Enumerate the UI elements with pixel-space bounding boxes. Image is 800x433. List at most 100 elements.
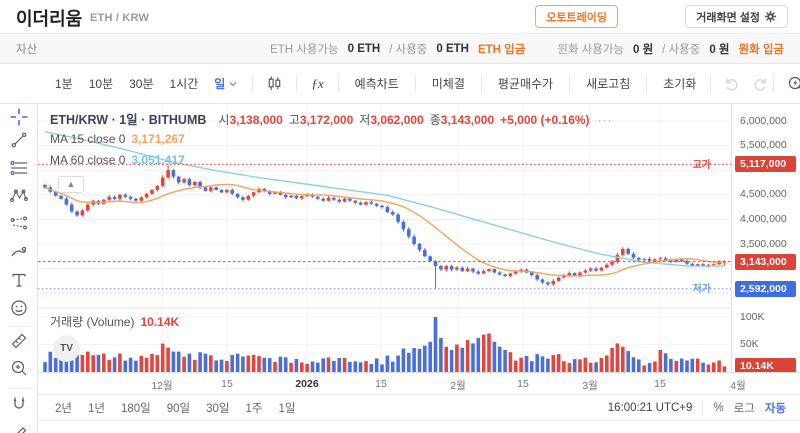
- timeframe-button[interactable]: 1분: [55, 77, 73, 91]
- timeframe-button[interactable]: 10분: [88, 77, 114, 91]
- range-button[interactable]: 180일: [120, 402, 151, 415]
- tool-brush[interactable]: [10, 243, 28, 261]
- krw-inuse-value: 0 원: [709, 43, 730, 56]
- tool-ruler[interactable]: [10, 332, 28, 350]
- pencil-icon: [17, 427, 27, 433]
- eth-deposit-link[interactable]: ETH 입금: [477, 43, 526, 56]
- low-price-badge: 2,592,000: [735, 280, 796, 297]
- tool-crosshair[interactable]: [10, 108, 28, 126]
- volume-axis-label: 100K: [740, 310, 765, 323]
- range-toolbar: 2년 1년 180일 90일 30일 1주 1일 16:00:21 UTC+9 % 로그 자…: [38, 394, 800, 420]
- quick-search-button[interactable]: [782, 73, 800, 95]
- price-axis-label: 4,500,000: [740, 188, 787, 201]
- smiley-icon: [11, 300, 27, 316]
- range-button[interactable]: 2년: [55, 402, 72, 415]
- timeframe-button[interactable]: 30분: [129, 77, 154, 91]
- ma15-legend[interactable]: MA 15 close 0 3,171,267: [50, 132, 185, 146]
- price-axis-label: 5,500,000: [740, 139, 787, 152]
- percent-scale-toggle[interactable]: %: [713, 401, 724, 414]
- toolbar-button[interactable]: 예측차트: [349, 72, 405, 95]
- range-button[interactable]: 1년: [87, 402, 105, 415]
- low-line-label: 저가: [693, 282, 712, 295]
- autotrading-button[interactable]: 오토트레이딩: [535, 5, 618, 28]
- low-label: 저: [359, 113, 371, 127]
- crosshair-icon: [10, 108, 28, 126]
- timeframe-group: 1분 10분 30분 1시간 일: [48, 72, 244, 95]
- horizontal-lines-icon: [10, 160, 27, 176]
- tool-magnet[interactable]: [10, 395, 28, 413]
- lightning-magnifier-icon: [789, 76, 800, 89]
- tool-xabcd-pattern[interactable]: [10, 187, 28, 205]
- candlestick-icon: [269, 76, 281, 91]
- x-tick-label: 12월: [151, 380, 173, 392]
- undo-icon: [726, 78, 738, 91]
- tool-forecast[interactable]: [10, 215, 28, 233]
- candle-style-button[interactable]: [261, 73, 288, 94]
- high-value: 3,172,000: [299, 113, 354, 127]
- legend-more-button[interactable]: ···: [597, 113, 613, 127]
- tool-trend-line[interactable]: [10, 131, 28, 149]
- toolbar-button[interactable]: 초기화: [657, 72, 702, 95]
- x-tick-label: 3월: [582, 380, 598, 392]
- auto-scale-toggle[interactable]: 자동: [764, 402, 786, 415]
- screen-settings-button[interactable]: 거래화면 설정: [685, 5, 788, 28]
- bottom-divider: [38, 420, 800, 421]
- trend-line-icon: [11, 132, 27, 148]
- legend-collapse-button[interactable]: ▲: [58, 176, 84, 193]
- krw-available-value: 0 원: [633, 43, 654, 56]
- tool-horizontal-lines[interactable]: [10, 159, 28, 177]
- drawing-toolbar: [0, 104, 38, 433]
- chart-panel: 1분 10분 30분 1시간 일 ƒx 예측차트 미체결 평균매수가 새로고침 초기화: [0, 64, 800, 433]
- toolbar-button[interactable]: 새로고침: [580, 72, 636, 95]
- asset-bar: 자산 ETH 사용가능 0 ETH / 사용중 0 ETH ETH 입금 원화 …: [0, 33, 800, 64]
- eth-inuse-label: / 사용중: [389, 43, 428, 56]
- indicators-fx-button[interactable]: ƒx: [305, 73, 329, 95]
- range-button[interactable]: 30일: [206, 402, 230, 415]
- toolbar-separator: [569, 75, 571, 92]
- magnet-icon: [13, 397, 25, 409]
- close-value: 3,143,000: [440, 113, 495, 127]
- range-button[interactable]: 90일: [166, 402, 191, 415]
- tool-emoji[interactable]: [10, 299, 28, 317]
- log-scale-toggle[interactable]: 로그: [733, 402, 755, 415]
- brush-icon: [11, 246, 27, 257]
- volume-label: 거래량 (Volume): [50, 315, 135, 329]
- page-header: 이더리움 ETH / KRW 오토트레이딩 거래화면 설정: [0, 0, 800, 33]
- krw-inuse-label: / 사용중: [662, 43, 701, 56]
- krw-available-label: 원화 사용가능: [557, 43, 624, 56]
- current-price-badge: 3,143,000: [735, 253, 796, 270]
- toolbar-button[interactable]: 미체결: [426, 72, 471, 95]
- toolbar-separator: [480, 75, 482, 92]
- x-tick-label: 15: [654, 378, 666, 390]
- chevron-down-icon: [229, 81, 237, 86]
- range-button[interactable]: 1주: [245, 402, 263, 415]
- tool-zoom-in[interactable]: [10, 359, 28, 377]
- range-group: 2년 1년 180일 90일 30일 1주 1일: [48, 398, 302, 418]
- gear-icon: [764, 10, 777, 23]
- ma60-legend[interactable]: MA 60 close 0 3,051,417: [50, 153, 185, 167]
- timeframe-selected-button[interactable]: 일: [207, 72, 244, 95]
- redo-button[interactable]: [746, 74, 773, 93]
- krw-deposit-link[interactable]: 원화 입금: [738, 43, 784, 56]
- volume-legend[interactable]: 거래량 (Volume) 10.14K: [50, 313, 179, 330]
- ruler-icon: [11, 333, 27, 349]
- screen-settings-label: 거래화면 설정: [696, 11, 760, 24]
- ohlc-legend[interactable]: ETH/KRW · 1일 · BITHUMB 시3,138,000 고3,172,0…: [50, 109, 613, 128]
- price-axis[interactable]: 6,000,000 5,500,000 4,500,000 4,000,000 3,50…: [731, 104, 800, 392]
- tool-pencil[interactable]: [10, 423, 28, 433]
- forecast-icon: [10, 216, 27, 230]
- range-button[interactable]: 1일: [278, 402, 296, 415]
- undo-button[interactable]: [719, 74, 746, 93]
- tool-text[interactable]: [10, 271, 28, 289]
- volume-axis-label: 50K: [740, 338, 759, 350]
- clock-time[interactable]: 16:00:21 UTC+9: [607, 401, 693, 414]
- toolbar-button[interactable]: 평균매수가: [492, 72, 559, 95]
- price-axis-label: 3,500,000: [740, 237, 787, 250]
- legend-symbol: ETH/KRW · 1일 · BITHUMB: [50, 113, 207, 127]
- tradingview-logo[interactable]: TV: [53, 335, 80, 362]
- toolbar-buttons-group: 예측차트 미체결 평균매수가 새로고침 초기화: [330, 72, 703, 95]
- time-axis[interactable]: 12월 15 2026 15 2월 15 3월 15 4월: [38, 372, 800, 394]
- timeframe-button[interactable]: 1시간: [169, 77, 199, 91]
